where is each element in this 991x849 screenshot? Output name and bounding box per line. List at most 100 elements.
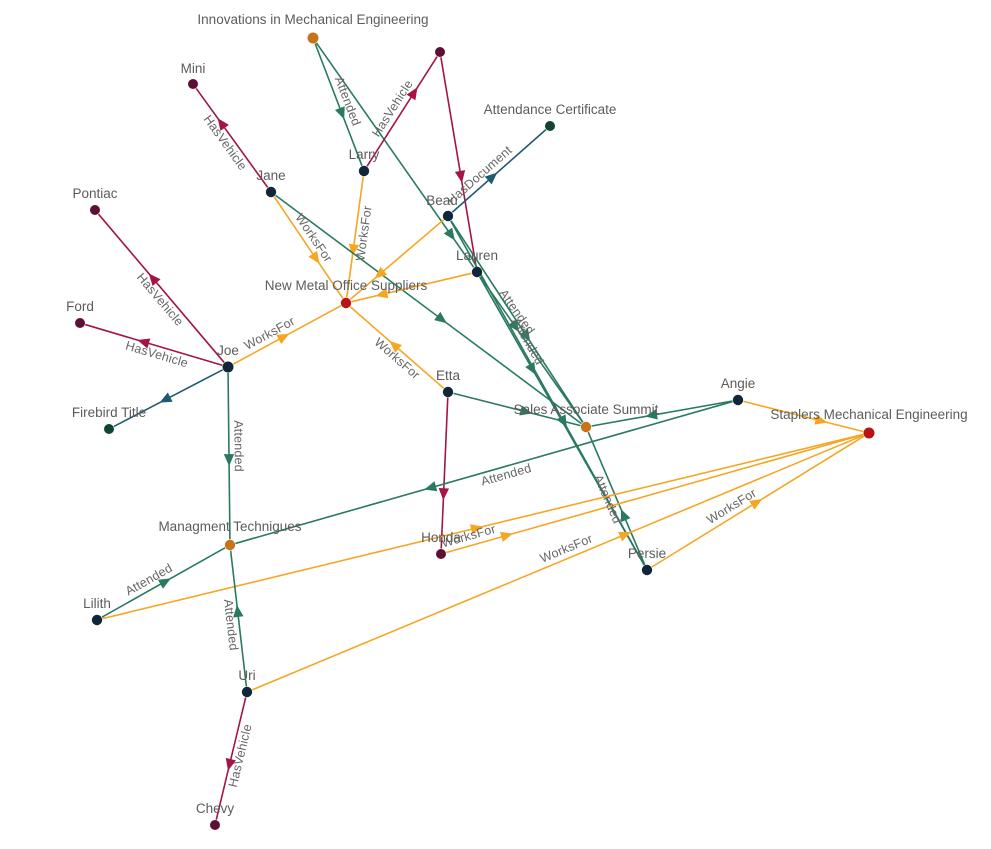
graph-edge-arrowhead — [814, 414, 828, 425]
graph-edge — [345, 176, 365, 298]
graph-edge-arrowhead — [157, 578, 171, 589]
graph-edge — [315, 42, 475, 268]
graph-edge-arrowhead — [148, 273, 161, 287]
graph-edge — [251, 434, 864, 691]
graph-edge — [366, 56, 438, 167]
graph-edge-arrowhead — [374, 266, 388, 279]
node-label-firebird_title: Firebird Title — [72, 405, 146, 420]
graph-node-lauren[interactable] — [471, 266, 483, 278]
node-label-pontiac: Pontiac — [72, 186, 117, 201]
graph-node-attendance_certificate[interactable] — [545, 121, 555, 131]
graph-edge — [440, 397, 449, 549]
graph-edge-arrowhead — [434, 311, 447, 324]
node-label-chevy: Chevy — [196, 801, 235, 816]
node-label-sales_summit: Sales Associate Summit — [514, 402, 659, 417]
graph-node-firebird_title[interactable] — [104, 424, 114, 434]
edge-label: WorksFor — [538, 531, 595, 565]
graph-node-angie[interactable] — [732, 394, 744, 406]
graph-edge-arrowhead — [233, 604, 244, 618]
graph-node-sales_summit[interactable] — [580, 421, 592, 433]
edge-label: Attended — [231, 420, 246, 472]
graph-edge-arrowhead — [276, 333, 290, 345]
graph-edge-arrowhead — [137, 338, 151, 349]
graph-edge — [440, 57, 477, 267]
graph-edge-arrowhead — [556, 414, 567, 428]
graph-edge-arrowhead — [348, 243, 360, 257]
node-label-lauren: Lauren — [456, 248, 498, 263]
graph-node-honda[interactable] — [436, 549, 446, 559]
node-label-honda: Honda — [421, 530, 461, 545]
graph-edge-arrowhead — [443, 227, 455, 241]
graph-node-innovations[interactable] — [307, 32, 319, 44]
graph-edge — [195, 87, 269, 188]
node-label-new_metal: New Metal Office Suppliers — [265, 278, 428, 293]
graph-node-etta[interactable] — [442, 386, 454, 398]
graph-edge — [235, 400, 733, 545]
edge-label: WorksFor — [353, 205, 374, 262]
graph-edge — [273, 196, 344, 299]
edge-label: Attended — [479, 461, 533, 489]
graph-node-persie[interactable] — [641, 564, 653, 576]
graph-node-uri[interactable] — [241, 686, 253, 698]
graph-edge-arrowhead — [469, 524, 483, 535]
graph-node-lilith[interactable] — [91, 614, 103, 626]
graph-edge — [97, 213, 225, 363]
edge-labels-layer: Attended HasVehicleHasVehicleHasDocumentW… — [123, 75, 759, 789]
graph-edge-arrowhead — [525, 361, 536, 375]
graph-edge-arrowhead — [454, 170, 466, 183]
node-label-mini: Mini — [181, 61, 206, 76]
graph-node-vehicle_larry[interactable] — [435, 47, 445, 57]
graph-edge — [102, 433, 864, 620]
graph-edge — [479, 276, 584, 423]
graph-edge — [450, 220, 645, 566]
graph-node-larry[interactable] — [358, 165, 370, 177]
graph-edge — [446, 433, 864, 554]
graph-edge-arrowhead — [500, 531, 514, 542]
node-label-jane: Jane — [256, 168, 285, 183]
graph-edge-arrowhead — [335, 106, 345, 120]
graph-edge-arrowhead — [159, 392, 173, 403]
graph-node-ford[interactable] — [75, 318, 85, 328]
graph-edge-arrowhead — [375, 288, 389, 299]
graph-edge — [215, 697, 247, 820]
nodes-layer — [75, 32, 875, 830]
graph-node-new_metal[interactable] — [340, 297, 352, 309]
graph-node-pontiac[interactable] — [90, 205, 100, 215]
graph-edge — [314, 43, 363, 166]
graph-node-beau[interactable] — [442, 210, 454, 222]
node-labels-layer: Innovations in Mechanical Engineering Min… — [66, 12, 968, 816]
graph-edge — [351, 272, 472, 303]
graph-node-staplers[interactable] — [863, 427, 875, 439]
graph-edge-arrowhead — [406, 87, 418, 101]
node-label-larry: Larry — [349, 147, 380, 162]
node-label-uri: Uri — [238, 668, 255, 683]
graph-edge-arrowhead — [618, 531, 632, 542]
graph-edge-arrowhead — [217, 118, 229, 131]
node-label-etta: Etta — [436, 368, 461, 383]
node-label-staplers: Staplers Mechanical Engineering — [770, 407, 967, 422]
node-label-lilith: Lilith — [83, 596, 111, 611]
graph-node-mini[interactable] — [188, 79, 198, 89]
node-label-innovations: Innovations in Mechanical Engineering — [197, 12, 428, 27]
graph-edge-arrowhead — [225, 757, 236, 771]
graph-edge-arrowhead — [308, 250, 320, 264]
graph-node-jane[interactable] — [265, 186, 277, 198]
graph-node-chevy[interactable] — [210, 820, 220, 830]
graph-edge-arrowhead — [484, 172, 498, 185]
edge-label: HasVehicle — [124, 339, 190, 371]
graph-node-management_techniques[interactable] — [224, 539, 236, 551]
graph-edge-arrowhead — [223, 454, 235, 467]
graph-edge-arrowhead — [438, 488, 450, 501]
edge-label: Attended — [221, 598, 241, 651]
graph-edge — [85, 323, 223, 367]
edge-label: HasVehicle — [201, 113, 250, 174]
graph-edge-arrowhead — [424, 481, 438, 492]
edge-label: HasVehicle — [226, 723, 255, 789]
graph-edge — [587, 431, 646, 566]
node-label-angie: Angie — [721, 376, 756, 391]
graph-edge-arrowhead — [389, 340, 402, 353]
node-label-ford: Ford — [66, 299, 94, 314]
graph-node-joe[interactable] — [222, 361, 234, 373]
